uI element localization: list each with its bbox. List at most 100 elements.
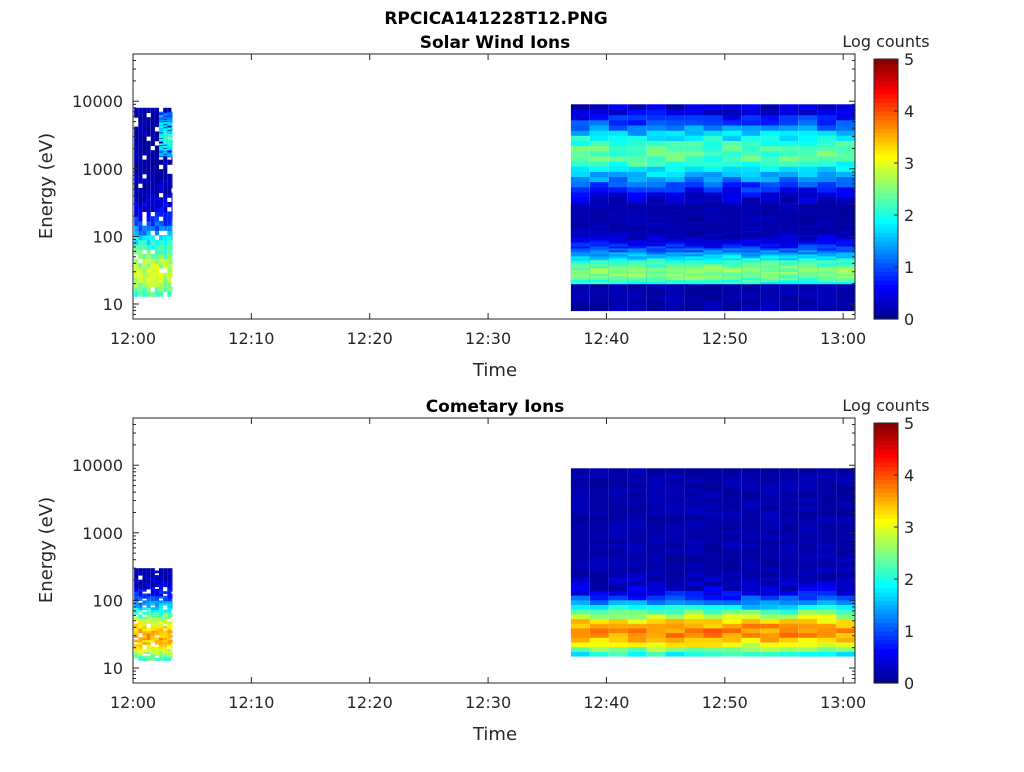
heatmap-cell [167,119,172,122]
colorbar-segment [874,462,898,467]
heatmap-cell [684,135,704,141]
heatmap-cell [798,247,818,251]
heatmap-cell [150,206,155,212]
heatmap-cell [760,501,780,507]
heatmap-cell [646,212,666,215]
heatmap-cell [134,635,139,638]
heatmap-cell [608,571,628,577]
heatmap-cell [779,192,799,198]
heatmap-cell [741,501,761,507]
heatmap-cell [665,261,685,265]
heatmap-cell [779,166,799,172]
heatmap-cell [570,269,590,273]
heatmap-cell [154,263,159,269]
heatmap-cell [138,263,143,269]
heatmap-cell [627,552,647,558]
heatmap-cell [722,255,742,259]
heatmap-cell [798,228,818,231]
heatmap-cell [798,249,818,253]
heatmap-cell [134,572,139,576]
heatmap-cell [646,135,666,141]
heatmap-cell [722,529,742,535]
heatmap-cell [589,243,609,247]
heatmap-cell [589,510,609,516]
heatmap-cell [684,642,704,648]
heatmap-cell [608,214,628,217]
heatmap-cell [589,599,609,605]
heatmap-cell [150,639,155,643]
heatmap-cell [798,251,818,255]
heatmap-cell [171,639,173,643]
heatmap-cell [703,295,723,301]
heatmap-cell [817,253,836,257]
heatmap-cell [779,632,799,638]
heatmap-cell [779,104,799,110]
heatmap-cell [836,571,855,577]
heatmap-cell [665,295,685,301]
heatmap-cell [779,234,799,237]
heatmap-cell [836,232,855,235]
heatmap-cell [159,153,164,156]
heatmap-cell [760,618,780,624]
heatmap-cell [836,222,855,225]
heatmap-cell [646,192,666,198]
heatmap-cell [608,228,628,231]
heatmap-cell [138,570,143,574]
heatmap-cell [167,598,172,601]
heatmap-cell [646,104,666,110]
heatmap-cell [138,235,143,241]
heatmap-cell [817,216,836,219]
heatmap-cell [589,212,609,215]
heatmap-cell [608,230,628,233]
heatmap-cell [570,232,590,235]
heatmap-cell [722,210,742,213]
heatmap-cell [665,176,685,183]
colorbar-tick-label: 4 [904,466,914,485]
heatmap-cell [665,585,685,591]
heatmap-cell [163,653,168,657]
heatmap-cell [760,208,780,211]
heatmap-cell [167,112,172,115]
heatmap-cell [627,496,647,502]
heatmap-cell [760,273,780,277]
heatmap-cell [627,273,647,277]
heatmap-cell [163,129,168,132]
heatmap-cell [627,192,647,198]
heatmap-cell [684,230,704,233]
heatmap-cell [589,140,609,147]
heatmap-cell [722,218,742,221]
heatmap-cell [134,206,139,212]
heatmap-cell [154,286,159,293]
heatmap-cell [570,510,590,516]
heatmap-cell [646,155,666,162]
heatmap-cell [154,183,159,189]
heatmap-cell [570,125,590,131]
heatmap-cell [779,279,799,283]
heatmap-cell [741,249,761,253]
heatmap-cell [741,496,761,502]
heatmap-cell [608,232,628,235]
heatmap-cell [570,206,590,209]
heatmap-cell [703,241,723,245]
heatmap-cell [138,651,143,654]
heatmap-cell [722,534,742,540]
heatmap-cell [836,271,855,275]
heatmap-cell [684,226,704,229]
heatmap-cell [570,618,590,624]
heatmap-cell [703,216,723,219]
heatmap-cell [646,618,666,624]
heatmap-cell [159,628,164,631]
heatmap-cell [703,130,723,136]
heatmap-cell [627,269,647,273]
heatmap-cell [608,140,628,147]
heatmap-cell [142,621,147,624]
heatmap-cell [798,241,818,245]
heatmap-cell [760,562,780,568]
heatmap-cell [159,584,164,588]
heatmap-cell [167,127,172,130]
heatmap-cell [703,548,723,554]
heatmap-cell [798,284,818,291]
heatmap-cell [608,468,628,474]
heatmap-cell [627,562,647,568]
heatmap-cell [608,239,628,243]
